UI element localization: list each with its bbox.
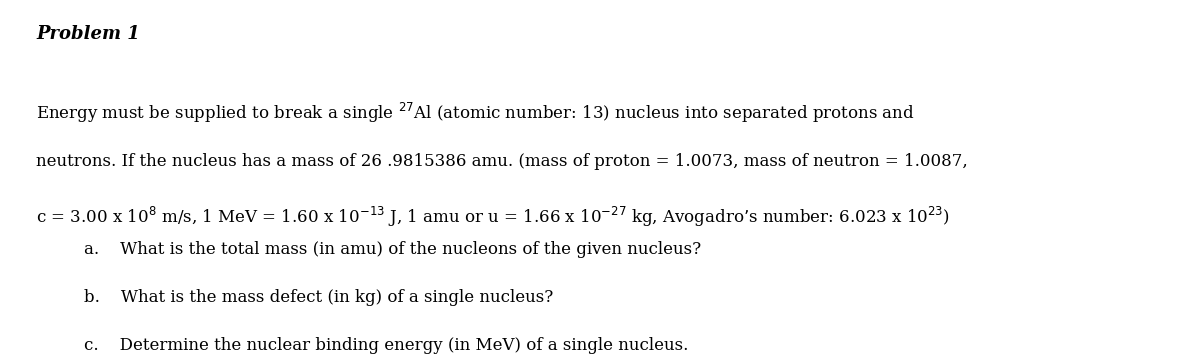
Text: b.    What is the mass defect (in kg) of a single nucleus?: b. What is the mass defect (in kg) of a …	[84, 289, 553, 306]
Text: c = 3.00 x 10$^{8}$ m/s, 1 MeV = 1.60 x 10$^{-13}$ J, 1 amu or u = 1.66 x 10$^{-: c = 3.00 x 10$^{8}$ m/s, 1 MeV = 1.60 x …	[36, 205, 950, 229]
Text: Energy must be supplied to break a single $^{27}$Al (atomic number: 13) nucleus : Energy must be supplied to break a singl…	[36, 101, 914, 125]
Text: a.    What is the total mass (in amu) of the nucleons of the given nucleus?: a. What is the total mass (in amu) of th…	[84, 241, 701, 257]
Text: Problem 1: Problem 1	[36, 25, 139, 43]
Text: c.    Determine the nuclear binding energy (in MeV) of a single nucleus.: c. Determine the nuclear binding energy …	[84, 337, 689, 354]
Text: neutrons. If the nucleus has a mass of 26 .9815386 amu. (mass of proton = 1.0073: neutrons. If the nucleus has a mass of 2…	[36, 153, 967, 169]
